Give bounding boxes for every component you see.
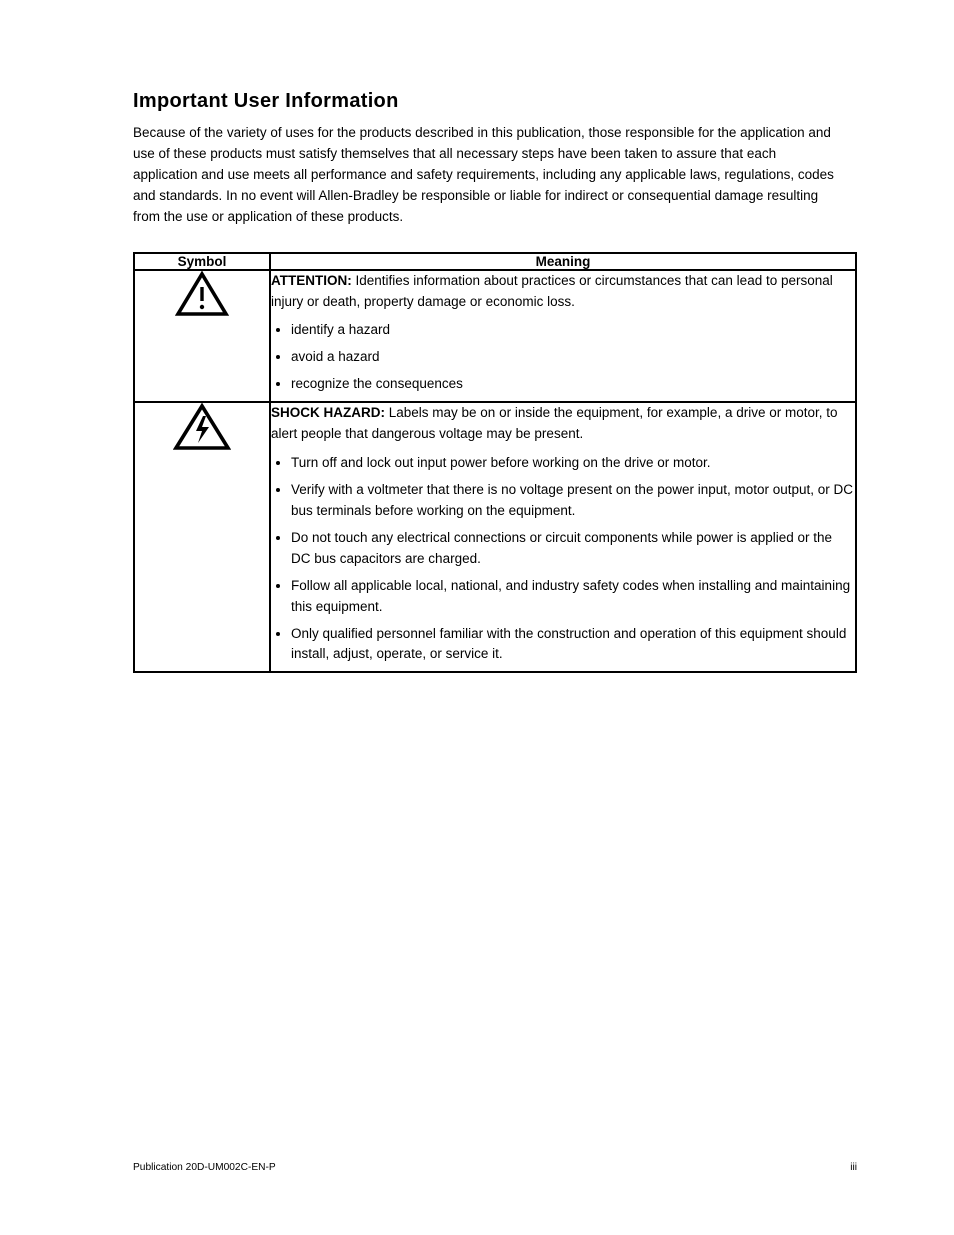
row-lead-bold: SHOCK HAZARD: bbox=[271, 405, 385, 420]
header-meaning: Meaning bbox=[270, 253, 856, 270]
row-lead: ATTENTION: Identifies information about … bbox=[271, 271, 855, 313]
row-lead-rest: Identifies information about practices o… bbox=[271, 273, 833, 309]
page-intro: Because of the variety of uses for the p… bbox=[133, 123, 836, 228]
list-item: Do not touch any electrical connections … bbox=[291, 528, 855, 570]
row-lead-bold: ATTENTION: bbox=[271, 273, 352, 288]
row-list: identify a hazard avoid a hazard recogni… bbox=[271, 320, 855, 395]
safety-table: Symbol Meaning ATTENTION: Identifies inf… bbox=[133, 252, 857, 674]
shock-hazard-triangle-icon bbox=[173, 403, 231, 451]
symbol-cell bbox=[134, 402, 270, 672]
list-item: Follow all applicable local, national, a… bbox=[291, 576, 855, 618]
row-list: Turn off and lock out input power before… bbox=[271, 453, 855, 665]
table-header-row: Symbol Meaning bbox=[134, 253, 856, 270]
symbol-cell bbox=[134, 270, 270, 403]
safety-table-body: Symbol Meaning ATTENTION: Identifies inf… bbox=[134, 253, 856, 673]
page-title: Important User Information bbox=[133, 90, 836, 113]
table-row: SHOCK HAZARD: Labels may be on or inside… bbox=[134, 402, 856, 672]
page: Important User Information Because of th… bbox=[0, 0, 954, 1235]
footer-publication: Publication 20D-UM002C-EN-P bbox=[133, 1162, 276, 1173]
page-footer: Publication 20D-UM002C-EN-P iii bbox=[133, 1162, 857, 1173]
footer-page-number: iii bbox=[850, 1162, 857, 1173]
list-item: avoid a hazard bbox=[291, 347, 855, 368]
meaning-cell: ATTENTION: Identifies information about … bbox=[270, 270, 856, 403]
list-item: Verify with a voltmeter that there is no… bbox=[291, 480, 855, 522]
table-row: ATTENTION: Identifies information about … bbox=[134, 270, 856, 403]
list-item: identify a hazard bbox=[291, 320, 855, 341]
header-symbol: Symbol bbox=[134, 253, 270, 270]
list-item: Turn off and lock out input power before… bbox=[291, 453, 855, 474]
attention-triangle-icon bbox=[175, 271, 229, 317]
row-lead: SHOCK HAZARD: Labels may be on or inside… bbox=[271, 403, 855, 445]
list-item: recognize the consequences bbox=[291, 374, 855, 395]
meaning-cell: SHOCK HAZARD: Labels may be on or inside… bbox=[270, 402, 856, 672]
list-item: Only qualified personnel familiar with t… bbox=[291, 624, 855, 666]
